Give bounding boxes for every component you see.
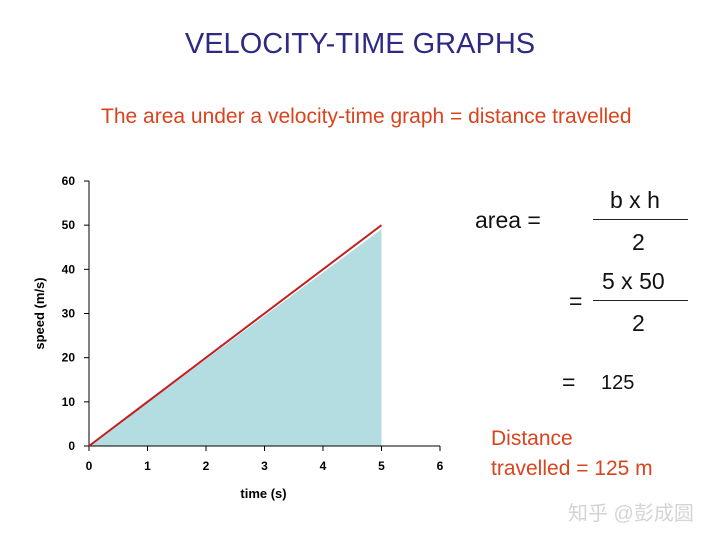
x-tick-label: 4: [320, 459, 327, 473]
result-line-1: Distance: [491, 427, 573, 450]
formula-denominator-1: 2: [632, 229, 645, 255]
y-axis-label: speed (m/s): [32, 277, 47, 349]
x-tick-label: 1: [144, 459, 151, 473]
fraction-line-2: [593, 300, 688, 301]
formula-numerator-2: 5 x 50: [602, 268, 665, 294]
formula-numerator-1: b x h: [610, 187, 660, 213]
x-tick-label: 5: [378, 459, 385, 473]
x-tick-label: 0: [86, 459, 93, 473]
y-tick-label: 20: [62, 351, 76, 365]
subtitle: The area under a velocity-time graph = d…: [101, 105, 632, 128]
y-tick-label: 40: [62, 262, 76, 276]
formula-denominator-2: 2: [632, 310, 645, 336]
area-value: 125: [601, 372, 635, 394]
equals-sign-3: =: [562, 369, 576, 395]
area-label: area =: [475, 207, 541, 233]
fraction-line-1: [593, 219, 688, 220]
x-tick-label: 3: [261, 459, 268, 473]
shaded-area: [89, 229, 382, 446]
watermark: 知乎 @彭成圆: [568, 503, 694, 525]
x-axis-label: time (s): [240, 486, 286, 501]
velocity-line: [88, 224, 383, 447]
equals-sign-2: =: [569, 288, 583, 314]
y-tick-label: 30: [62, 307, 76, 321]
y-tick-label: 0: [68, 439, 75, 453]
y-tick-label: 60: [62, 174, 76, 188]
x-tick-label: 6: [437, 459, 444, 473]
y-tick-label: 50: [62, 218, 76, 232]
result-line-2: travelled = 125 m: [491, 457, 653, 480]
x-tick-label: 2: [203, 459, 210, 473]
distance-result: Distance travelled = 125 m: [491, 424, 653, 484]
y-tick-label: 10: [62, 395, 76, 409]
page-title: VELOCITY-TIME GRAPHS: [184, 28, 536, 60]
